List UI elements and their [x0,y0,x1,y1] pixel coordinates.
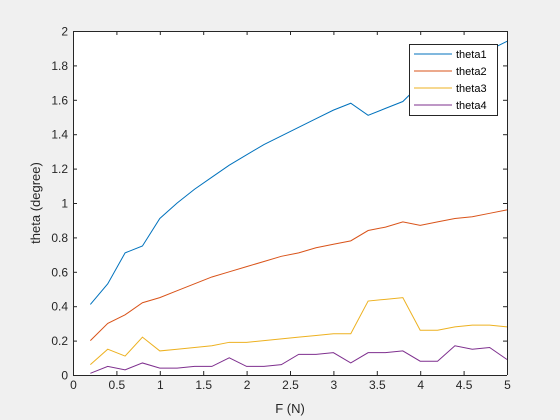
x-tick-label: 1.5 [195,378,212,392]
x-axis-label: F (N) [275,401,305,416]
x-tick-label: 2 [244,378,251,392]
legend-label-theta1: theta1 [456,49,487,61]
y-tick-label: 1.2 [51,162,68,176]
x-tick-label: 3 [331,378,338,392]
y-tick-label: 0.2 [51,334,68,348]
legend-label-theta4: theta4 [456,100,487,112]
tick-layer: 0 0.5 1 1.5 2 2.5 3 3.5 4 4.5 5 0 0.2 0.4 0.6 0.8 1 1.2 1.… [51,25,511,393]
legend-label-theta3: theta3 [456,83,487,95]
y-tick-label: 0.8 [51,231,68,245]
legend-label-theta2: theta2 [456,66,487,78]
x-tick-label: 4 [417,378,424,392]
y-tick-label: 0 [61,369,68,383]
x-tick-label: 5 [504,378,511,392]
y-axis-label: theta (degree) [28,162,43,244]
x-tick-label: 3.5 [369,378,386,392]
y-tick-label: 0.6 [51,265,68,279]
series-line-theta2 [90,209,508,341]
legend-box [409,44,498,116]
x-tick-label: 2.5 [282,378,299,392]
y-tick-label: 0.4 [51,300,68,314]
y-tick-label: 2 [61,25,68,39]
series-line-theta3 [90,297,508,366]
x-tick-label: 0 [70,378,77,392]
legend: theta1 theta2 theta3 theta4 [409,44,498,116]
series-line-theta4 [90,345,508,374]
y-tick-label: 1.6 [51,93,68,107]
y-tick-label: 1.8 [51,59,68,73]
y-tick-label: 1 [61,197,68,211]
y-tick-label: 1.4 [51,128,68,142]
x-tick-label: 0.5 [109,378,126,392]
x-tick-label: 1 [157,378,164,392]
x-tick-label: 4.5 [456,378,473,392]
